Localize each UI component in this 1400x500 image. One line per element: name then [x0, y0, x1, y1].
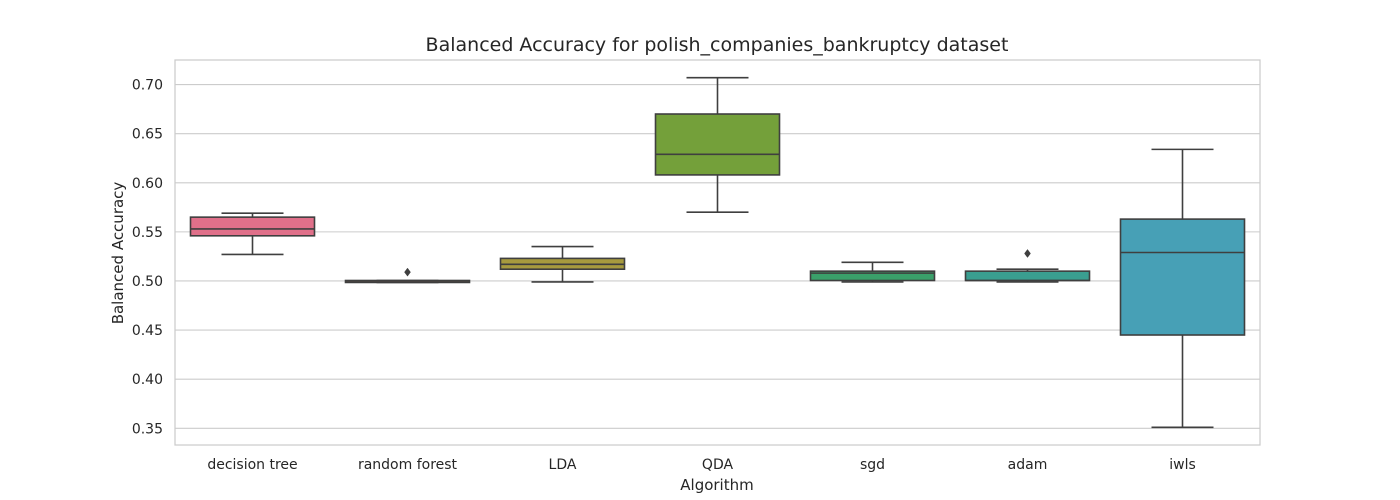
x-tick-label: QDA: [702, 457, 734, 473]
y-tick-label: 0.65: [132, 127, 163, 143]
box-group-qda: [654, 76, 781, 214]
x-tick-label: LDA: [549, 457, 577, 473]
box-iqr: [1119, 218, 1246, 336]
outlier-point: [1024, 249, 1031, 258]
y-tick-label: 0.55: [132, 225, 163, 241]
y-tick-labels: 0.35 0.40 0.45 0.50 0.55 0.60 0.65 0.70: [132, 78, 163, 438]
box-group-lda: [499, 245, 626, 283]
box-iqr: [654, 113, 781, 176]
y-tick-label: 0.35: [132, 421, 163, 437]
y-axis-label: Balanced Accuracy: [109, 182, 127, 325]
outlier-point: [404, 267, 411, 277]
y-tick-label: 0.50: [132, 274, 163, 290]
y-tick-label: 0.40: [132, 372, 163, 388]
y-tick-label: 0.45: [132, 323, 163, 339]
y-tick-label: 0.70: [132, 78, 163, 94]
x-axis-label: Algorithm: [680, 476, 753, 494]
chart-title: Balanced Accuracy for polish_companies_b…: [426, 34, 1009, 56]
box-group-random-forest: [344, 267, 471, 284]
boxes: [189, 76, 1246, 429]
x-tick-labels: decision tree random forest LDA QDA sgd adam i…: [207, 457, 1195, 473]
x-tick-label: adam: [1008, 457, 1048, 473]
y-tick-label: 0.60: [132, 176, 163, 192]
box-iqr: [189, 216, 316, 237]
box-group-iwls: [1119, 148, 1246, 429]
box-group-decision-tree: [189, 212, 316, 256]
box-iqr: [964, 270, 1091, 282]
box-group-adam: [964, 249, 1091, 283]
x-tick-label: sgd: [860, 457, 885, 473]
x-tick-label: decision tree: [207, 457, 297, 473]
x-tick-label: random forest: [358, 457, 458, 473]
box-iqr: [809, 270, 936, 282]
x-tick-label: iwls: [1169, 457, 1196, 473]
plot-frame: [174, 59, 1261, 446]
box-group-sgd: [809, 261, 936, 283]
